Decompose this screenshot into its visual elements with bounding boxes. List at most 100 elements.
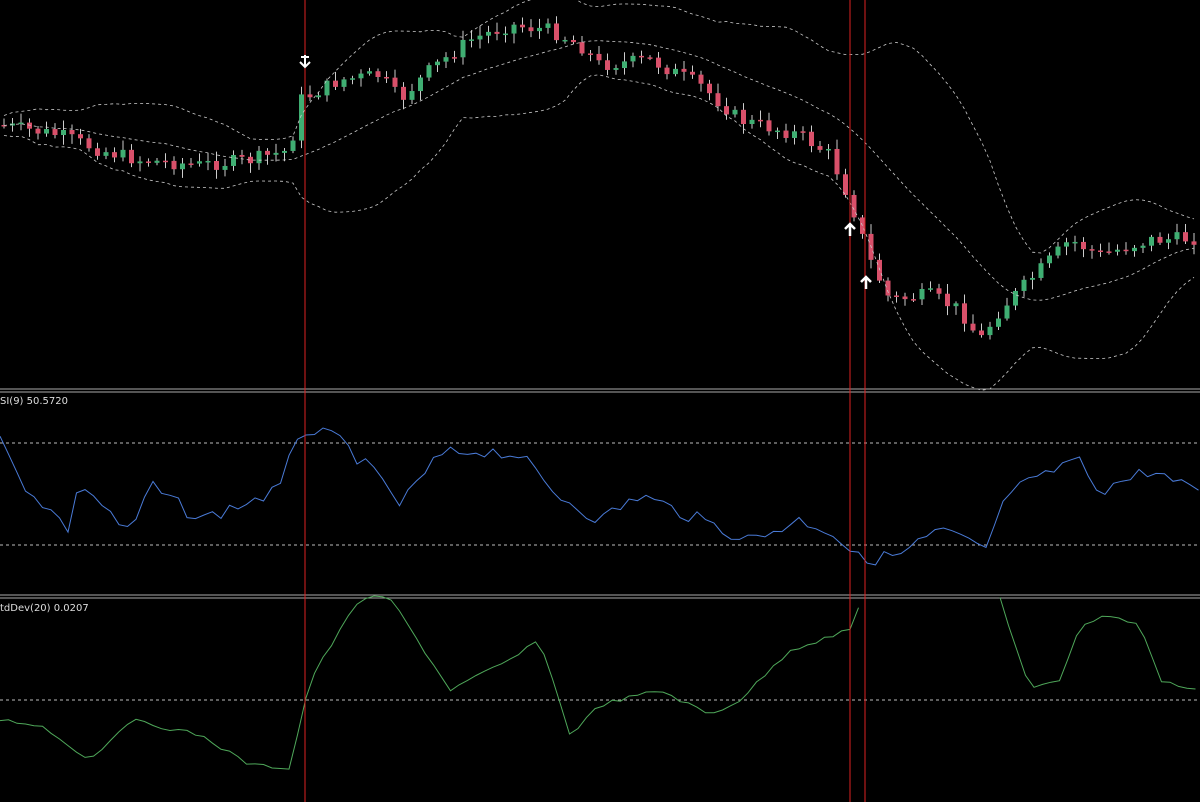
candle-body xyxy=(1072,241,1078,244)
candle-body xyxy=(256,150,262,164)
candle-body xyxy=(418,77,423,92)
candle-body xyxy=(205,160,211,163)
candle-body xyxy=(698,74,704,84)
candle-body xyxy=(851,194,857,218)
candle-body xyxy=(265,150,270,155)
candle-body xyxy=(333,80,338,87)
candle-body xyxy=(1157,236,1163,243)
candle-body xyxy=(384,76,389,79)
stddev-label: tdDev(20) 0.0207 xyxy=(0,603,89,614)
candle-body xyxy=(630,55,636,62)
candle-body xyxy=(809,131,814,147)
candle-body xyxy=(877,259,882,281)
candle-body xyxy=(1166,239,1171,243)
candle-body xyxy=(1021,279,1027,291)
candle-body xyxy=(171,160,177,170)
candle-body xyxy=(316,95,321,98)
candle-body xyxy=(970,323,976,331)
candle-body xyxy=(350,78,355,80)
candle-body xyxy=(945,293,950,307)
candle-body xyxy=(1106,251,1112,253)
candle-body xyxy=(367,71,372,74)
candle-body xyxy=(154,160,160,163)
candle-body xyxy=(1089,249,1095,251)
candle-body xyxy=(44,129,49,134)
candle-body xyxy=(528,27,534,32)
candle-body xyxy=(800,131,806,133)
candle-body xyxy=(715,93,721,107)
candle-body xyxy=(664,67,670,75)
candle-body xyxy=(27,122,32,129)
candle-body xyxy=(375,71,381,77)
candle-body xyxy=(579,42,585,54)
candle-body xyxy=(962,303,967,324)
candle-body xyxy=(537,27,542,32)
candle-body xyxy=(435,61,440,66)
rsi-line xyxy=(0,427,1199,566)
candle-body xyxy=(953,303,959,307)
candle-body xyxy=(1132,247,1137,252)
candle-body xyxy=(511,24,517,34)
candle-body xyxy=(758,119,763,122)
candle-body xyxy=(248,156,253,164)
candle-body xyxy=(792,131,797,138)
candle-body xyxy=(987,326,993,336)
candle-body xyxy=(503,33,508,36)
candle-body xyxy=(1038,263,1044,278)
buy-arrow xyxy=(844,222,856,236)
candle-body xyxy=(647,57,653,59)
candle-body xyxy=(282,150,287,153)
candle-body xyxy=(571,39,576,43)
candle-body xyxy=(928,288,933,290)
candle-body xyxy=(341,79,347,87)
buy-arrow xyxy=(860,275,872,289)
candle-body xyxy=(673,68,678,75)
candle-body xyxy=(996,318,1001,327)
candle-body xyxy=(1030,277,1035,280)
candle-body xyxy=(18,122,24,125)
candle-body xyxy=(409,91,415,100)
candle-body xyxy=(443,57,449,62)
candle-body xyxy=(545,23,551,28)
candle-body xyxy=(690,71,695,75)
candle-body xyxy=(78,134,83,139)
candle-body xyxy=(69,130,75,135)
candle-body xyxy=(86,138,92,149)
candle-body xyxy=(834,148,840,175)
candle-body xyxy=(1047,255,1052,264)
candle-body xyxy=(766,120,772,132)
candle-body xyxy=(1098,250,1103,253)
rsi-label: SI(9) 50.5720 xyxy=(0,396,68,407)
bollinger-lower xyxy=(3,74,1195,391)
candle-body xyxy=(843,174,848,195)
candle-body xyxy=(1115,249,1120,252)
candle-body xyxy=(307,94,313,98)
candle-body xyxy=(732,109,738,115)
candle-body xyxy=(936,288,942,294)
candle-body xyxy=(112,152,117,158)
candle-body xyxy=(290,140,296,151)
price-panel xyxy=(1,0,1197,391)
candle-body xyxy=(231,154,236,166)
candle-body xyxy=(724,106,729,115)
candle-body xyxy=(197,161,202,164)
candle-body xyxy=(554,23,559,41)
indicator-lines xyxy=(0,427,1199,770)
candle-body xyxy=(469,39,474,41)
candle-body xyxy=(494,31,500,34)
candle-body xyxy=(588,53,593,55)
candle-body xyxy=(358,73,364,79)
candle-body xyxy=(1191,241,1197,245)
candle-body xyxy=(919,289,925,300)
bollinger-upper xyxy=(3,0,1195,254)
candle-body xyxy=(163,160,168,163)
candle-body xyxy=(180,163,185,170)
candle-body xyxy=(681,68,687,72)
candle-body xyxy=(656,57,661,68)
candle-body xyxy=(486,31,491,36)
candle-body xyxy=(35,128,41,134)
candle-body xyxy=(605,60,610,70)
candle-body xyxy=(103,152,109,156)
